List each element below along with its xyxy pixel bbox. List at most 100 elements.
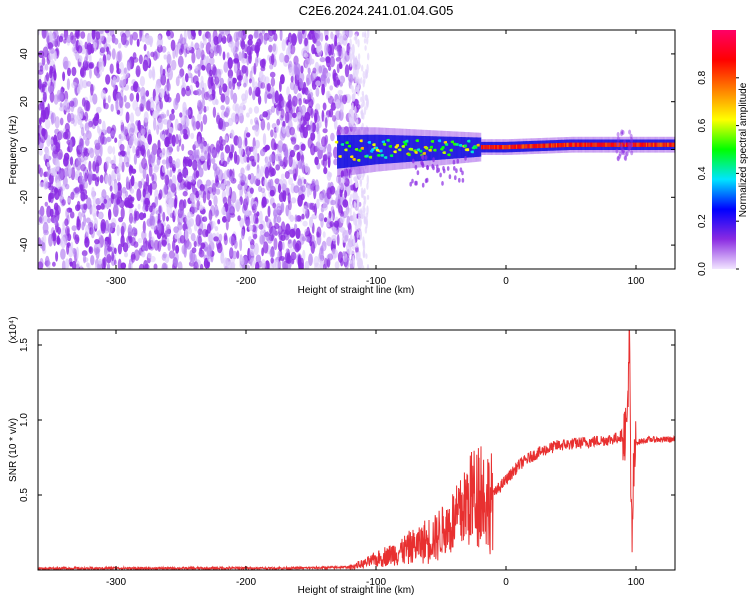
noise-speckle xyxy=(199,263,204,269)
signal-speckle xyxy=(357,158,362,162)
signal-ridge xyxy=(654,142,656,147)
noise-speckle xyxy=(218,33,222,44)
noise-speckle xyxy=(226,52,230,59)
signal-speckle xyxy=(415,139,420,143)
noise-speckle xyxy=(326,236,332,247)
noise-speckle xyxy=(330,43,335,56)
signal-speckle xyxy=(345,141,350,145)
noise-speckle xyxy=(132,31,138,41)
noise-speckle xyxy=(161,134,165,142)
signal-ridge xyxy=(636,142,639,147)
noise-speckle xyxy=(208,87,212,95)
noise-speckle xyxy=(253,106,260,114)
noise-speckle xyxy=(322,128,328,134)
signal-ridge xyxy=(644,142,647,147)
noise-speckle xyxy=(261,199,265,209)
signal-ridge xyxy=(517,144,519,149)
noise-speckle xyxy=(239,192,243,198)
noise-speckle xyxy=(175,133,179,145)
noise-speckle xyxy=(140,134,146,148)
noise-speckle xyxy=(293,55,299,66)
noise-speckle xyxy=(261,247,264,257)
noise-speckle xyxy=(121,187,127,194)
noise-speckle xyxy=(130,254,136,260)
noise-speckle xyxy=(190,30,196,37)
noise-speckle xyxy=(124,200,130,207)
noise-speckle xyxy=(357,59,361,65)
signal-band xyxy=(479,137,482,157)
noise-speckle xyxy=(49,208,54,218)
noise-speckle xyxy=(364,45,367,51)
signal-drip xyxy=(441,181,444,186)
signal-ridge xyxy=(551,143,553,148)
signal-band xyxy=(396,135,399,163)
signal-speckle xyxy=(443,141,448,144)
noise-speckle xyxy=(322,231,326,238)
noise-speckle xyxy=(109,63,114,74)
noise-speckle xyxy=(145,100,152,111)
noise-speckle xyxy=(262,30,265,35)
signal-drip xyxy=(464,156,467,161)
noise-speckle xyxy=(329,56,335,68)
noise-speckle xyxy=(65,225,70,236)
noise-speckle xyxy=(268,221,273,234)
noise-speckle xyxy=(230,129,235,139)
noise-speckle xyxy=(256,211,260,217)
noise-speckle xyxy=(161,159,167,165)
noise-speckle xyxy=(299,79,303,89)
noise-speckle xyxy=(44,201,48,207)
noise-speckle xyxy=(209,57,215,65)
signal-speckle xyxy=(463,144,468,148)
noise-speckle xyxy=(291,137,297,145)
signal-speckle xyxy=(433,148,438,152)
signal-ridge xyxy=(569,142,572,147)
noise-speckle xyxy=(350,233,353,241)
noise-speckle xyxy=(175,244,180,254)
noise-speckle xyxy=(150,236,155,248)
noise-speckle xyxy=(143,212,147,219)
noise-speckle xyxy=(278,240,283,252)
noise-speckle xyxy=(192,159,198,171)
noise-speckle xyxy=(92,116,99,127)
signal-ridge xyxy=(552,143,554,148)
signal-ridge xyxy=(496,145,498,150)
noise-speckle xyxy=(79,78,84,90)
noise-speckle xyxy=(100,132,105,145)
noise-speckle xyxy=(321,136,327,147)
noise-speckle xyxy=(141,34,146,43)
noise-speckle xyxy=(279,52,285,63)
noise-speckle xyxy=(326,187,332,200)
noise-speckle xyxy=(321,83,325,96)
noise-speckle xyxy=(361,190,365,199)
noise-speckle xyxy=(88,32,93,43)
signal-band xyxy=(342,135,345,168)
signal-ridge xyxy=(608,142,610,147)
noise-speckle xyxy=(208,199,212,207)
noise-speckle xyxy=(309,120,314,133)
noise-speckle xyxy=(292,239,297,250)
noise-speckle xyxy=(216,242,223,254)
noise-speckle xyxy=(202,114,208,125)
noise-speckle xyxy=(47,85,54,94)
signal-drip xyxy=(432,165,435,171)
noise-speckle xyxy=(215,166,221,176)
noise-speckle xyxy=(178,73,183,79)
signal-ridge xyxy=(656,142,658,147)
noise-speckle xyxy=(107,145,113,155)
noise-speckle xyxy=(248,52,252,64)
noise-speckle xyxy=(150,150,156,164)
colorbar-tick-label: 0.6 xyxy=(697,118,708,132)
noise-speckle xyxy=(46,161,50,167)
noise-speckle xyxy=(143,111,149,123)
noise-speckle xyxy=(69,100,75,107)
signal-drip xyxy=(446,166,450,171)
signal-ridge xyxy=(538,143,540,149)
signal-ridge xyxy=(482,145,484,150)
noise-speckle xyxy=(195,80,200,88)
noise-speckle xyxy=(316,198,320,209)
signal-ridge xyxy=(629,142,632,147)
noise-speckle xyxy=(359,165,363,173)
noise-speckle xyxy=(269,86,275,100)
noise-speckle xyxy=(349,259,352,265)
signal-ridge xyxy=(593,142,595,147)
